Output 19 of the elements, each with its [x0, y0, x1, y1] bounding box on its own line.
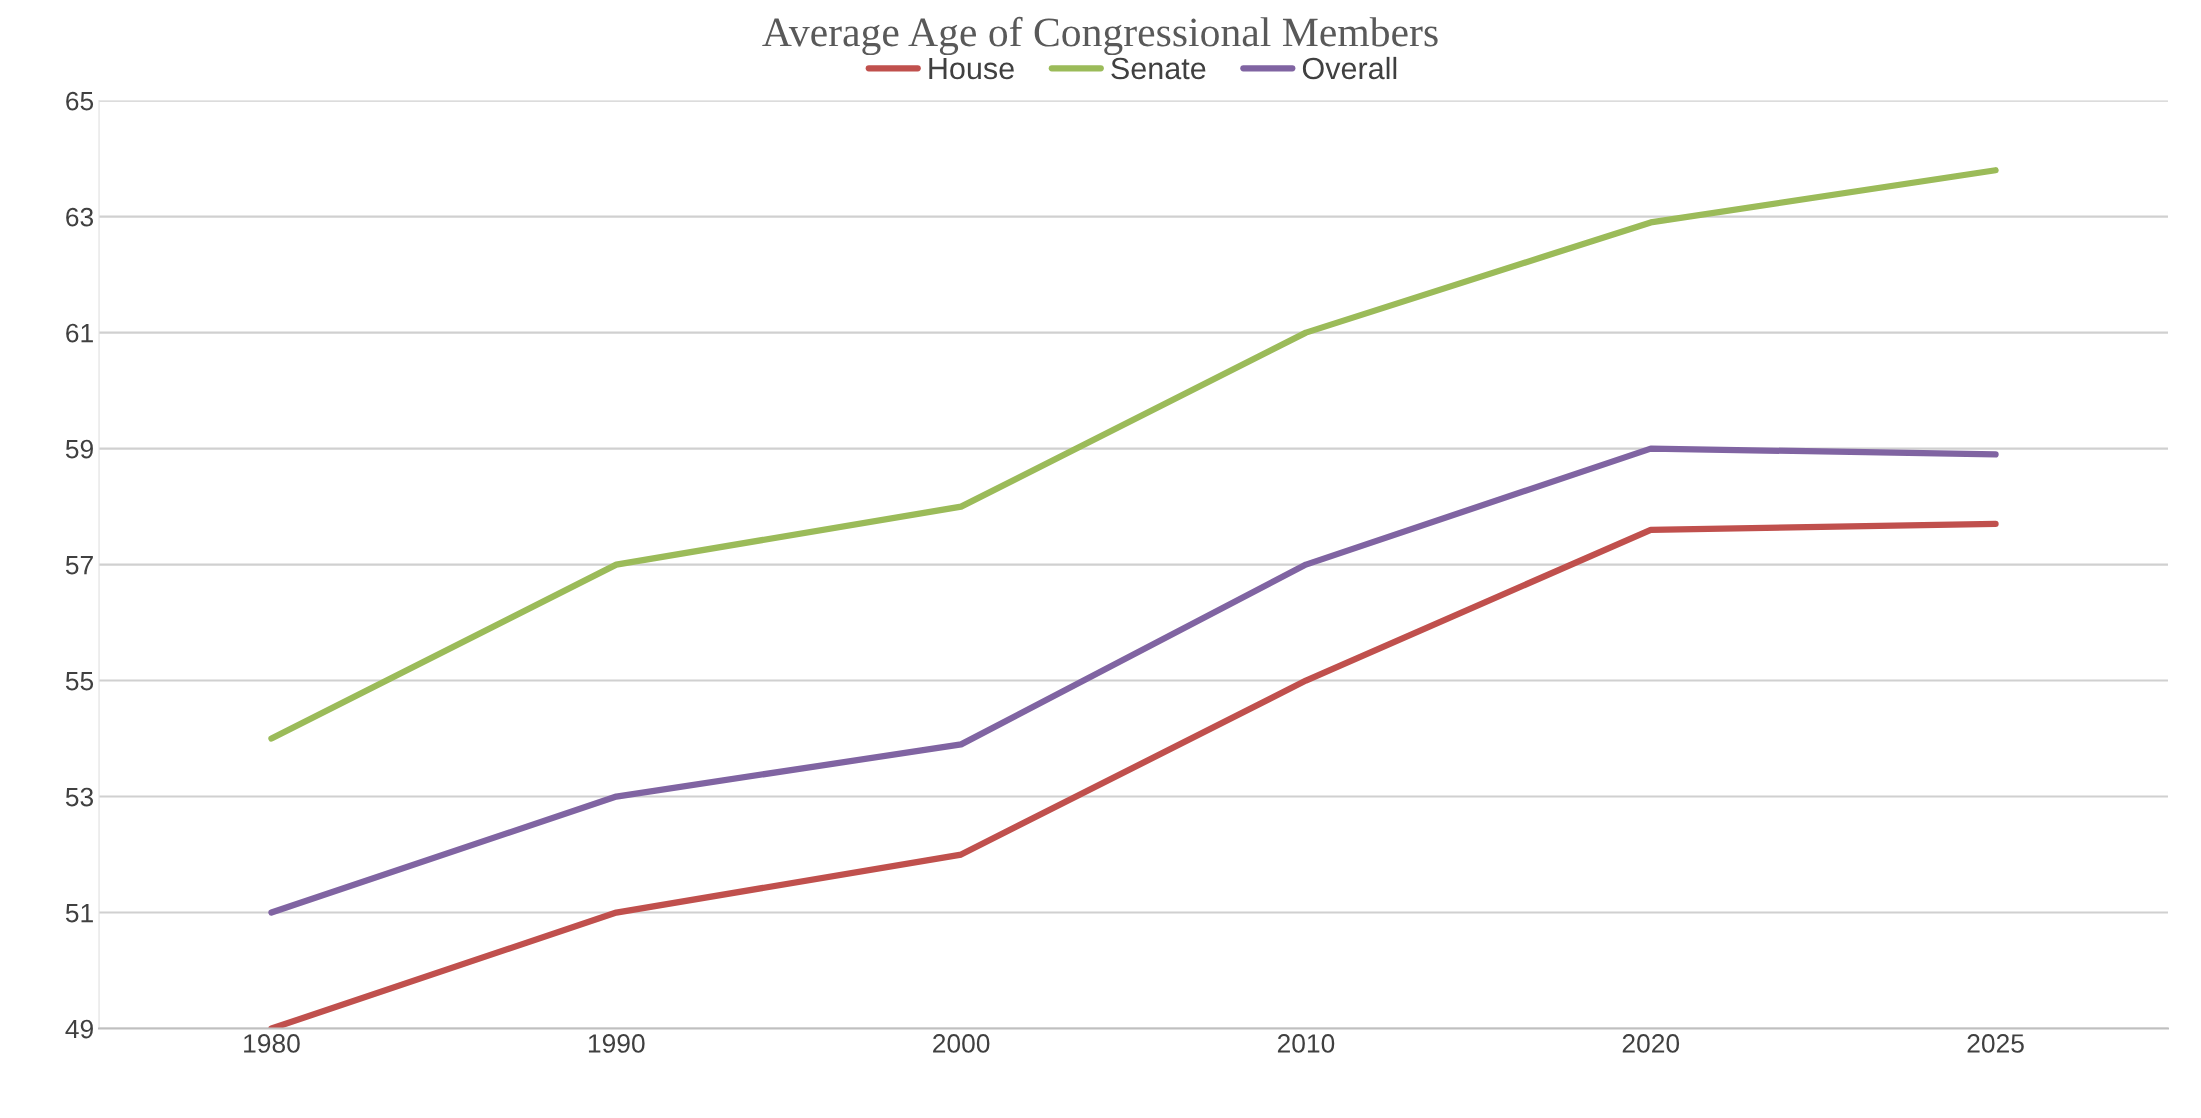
x-tick-label: 2000: [933, 1034, 990, 1053]
y-tick-label: 65: [66, 91, 94, 111]
y-tick-label: 57: [65, 556, 93, 575]
y-tick-label: 53: [65, 787, 94, 807]
x-tick-label: 1980: [244, 1034, 300, 1053]
y-tick-label: 63: [66, 207, 94, 227]
x-tick-label: 2025: [1967, 1034, 2024, 1053]
chart-title: Average Age of Congressional Members: [762, 16, 1438, 56]
y-tick-label: 49: [65, 1019, 93, 1039]
y-tick-label: 55: [65, 671, 94, 691]
legend-label: Overall: [1302, 56, 1397, 80]
legend-label: Senate: [1111, 57, 1206, 80]
legend-label: House: [929, 57, 1014, 80]
x-tick-label: 2020: [1622, 1034, 1680, 1053]
y-tick-label: 61: [66, 323, 93, 343]
y-tick-label: 59: [65, 439, 93, 459]
x-tick-label: 2010: [1277, 1034, 1335, 1053]
y-tick-label: 51: [65, 903, 93, 923]
x-tick-label: 1990: [588, 1034, 645, 1053]
